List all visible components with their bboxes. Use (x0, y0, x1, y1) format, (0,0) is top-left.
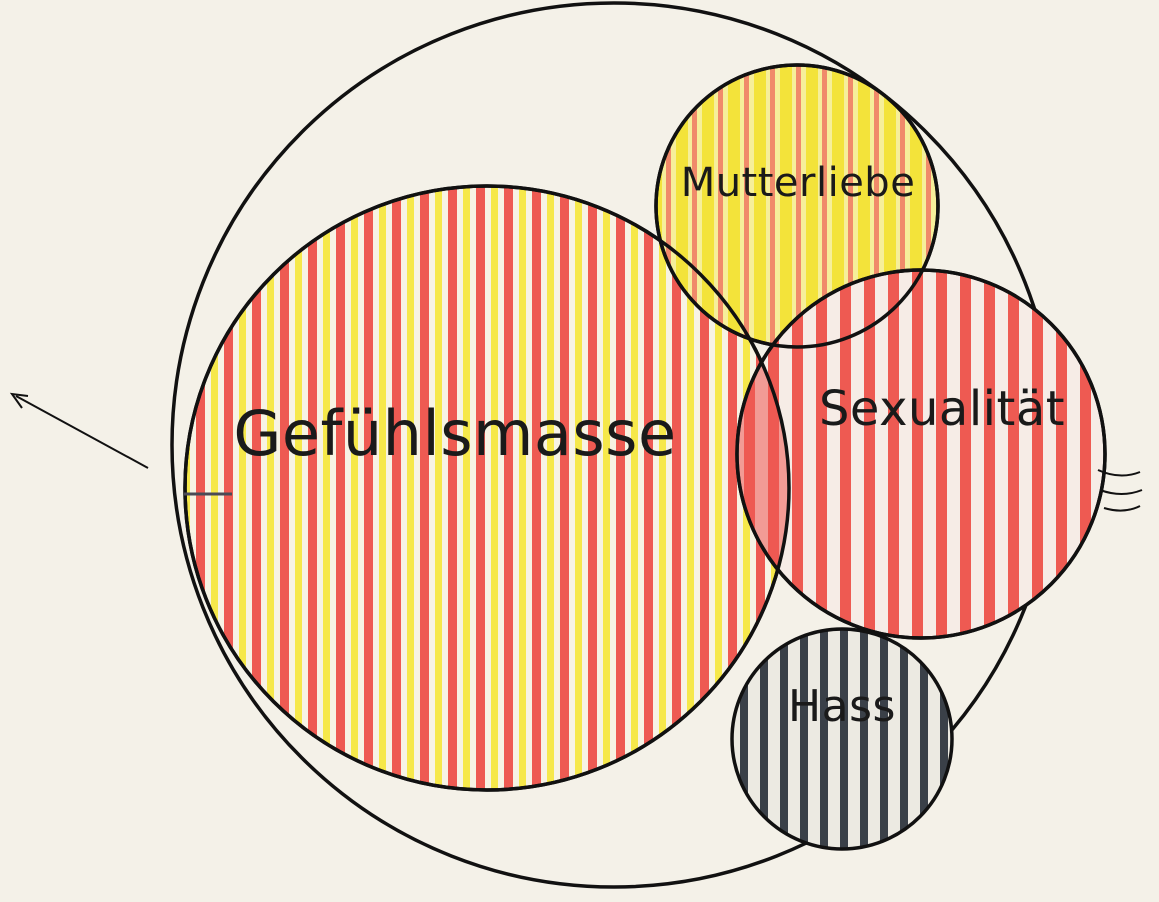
circle-hass (730, 627, 954, 851)
label-hass: Hass (788, 681, 896, 732)
circle-sexualitaet (735, 268, 1107, 640)
label-mutterliebe: Mutterliebe (681, 160, 916, 206)
mutterliebe-outline (654, 63, 940, 349)
label-sexualitaet: Sexualität (819, 381, 1065, 437)
label-gefuehlsmasse: Gefühlsmasse (233, 397, 676, 470)
right-edge-marks (1097, 469, 1143, 512)
gefuehlsmasse-outline (183, 184, 791, 792)
arrow-left (9, 392, 149, 469)
